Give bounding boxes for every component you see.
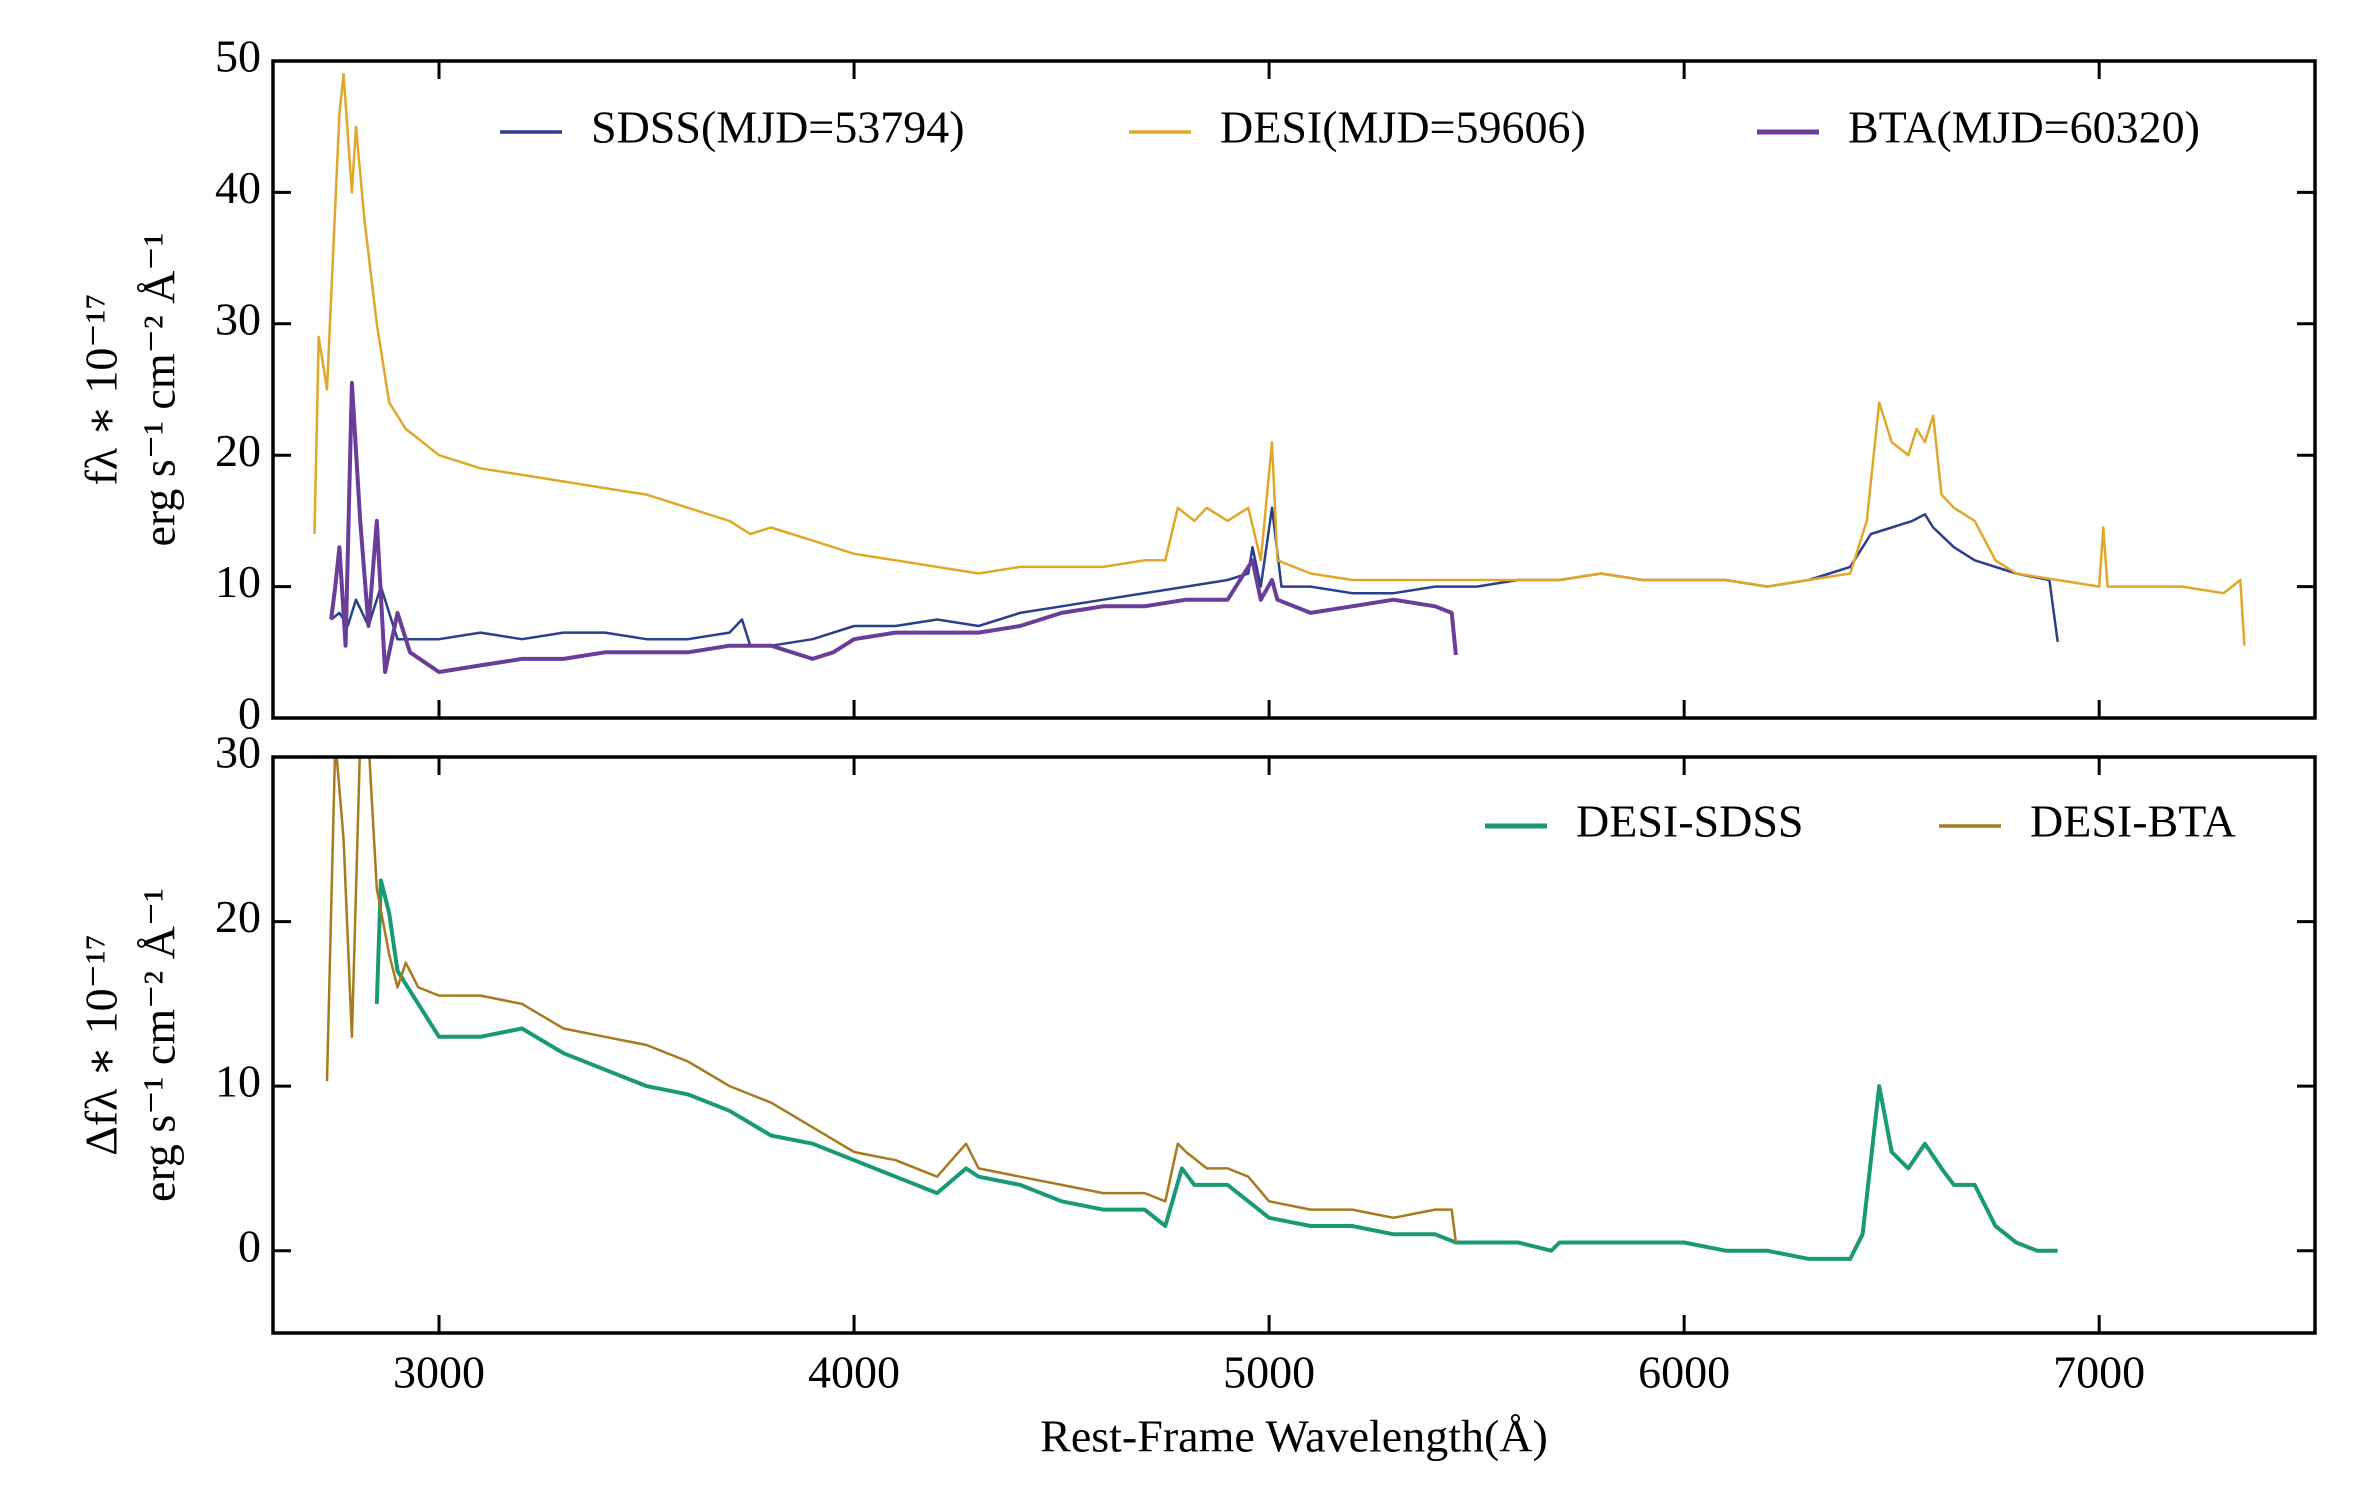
y-axis-label: erg s⁻¹ cm⁻² Å⁻¹ xyxy=(134,888,185,1202)
legend-label: BTA(MJD=60320) xyxy=(1848,102,2200,153)
y-tick-label: 20 xyxy=(215,891,261,942)
y-tick-label: 0 xyxy=(238,1220,261,1271)
y-tick-label: 10 xyxy=(215,556,261,607)
x-tick-label: 3000 xyxy=(393,1347,485,1398)
x-tick-label: 7000 xyxy=(2053,1347,2145,1398)
axes-frame xyxy=(271,755,2317,1335)
x-tick-label: 5000 xyxy=(1223,1347,1315,1398)
series-line xyxy=(325,757,1458,1243)
y-tick-label: 30 xyxy=(215,293,261,344)
series-line xyxy=(313,72,2246,646)
legend-label: SDSS(MJD=53794) xyxy=(591,102,965,153)
legend-label: DESI(MJD=59606) xyxy=(1220,102,1586,153)
y-tick-label: 50 xyxy=(215,31,261,82)
y-axis-label: Δfλ ∗ 10⁻¹⁷ xyxy=(76,934,127,1156)
y-tick-label: 40 xyxy=(215,162,261,213)
series-line xyxy=(374,878,2058,1261)
y-axis-label: fλ ∗ 10⁻¹⁷ xyxy=(76,294,127,486)
axes-frame xyxy=(271,59,2317,720)
x-tick-label: 6000 xyxy=(1638,1347,1730,1398)
series-line xyxy=(330,506,2059,647)
y-tick-label: 20 xyxy=(215,425,261,476)
x-axis-label: Rest-Frame Wavelength(Å) xyxy=(1040,1411,1548,1462)
y-tick-label: 0 xyxy=(238,688,261,739)
y-tick-label: 10 xyxy=(215,1056,261,1107)
x-tick-label: 4000 xyxy=(808,1347,900,1398)
legend-label: DESI-SDSS xyxy=(1576,796,1804,847)
series-line xyxy=(329,380,1458,674)
y-axis-label: erg s⁻¹ cm⁻² Å⁻¹ xyxy=(134,233,185,547)
legend-label: DESI-BTA xyxy=(2030,796,2236,847)
y-tick-label: 30 xyxy=(215,727,261,778)
